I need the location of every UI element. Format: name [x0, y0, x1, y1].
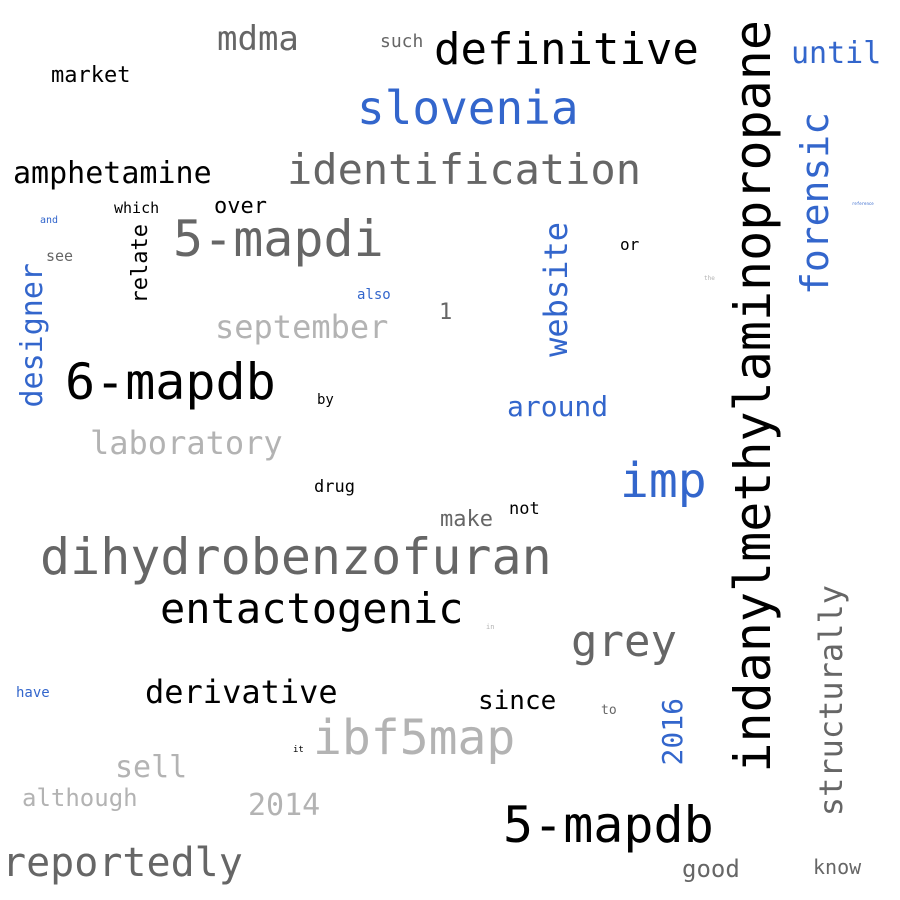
word-it: it [293, 745, 304, 755]
word-website: website [537, 222, 575, 357]
word-see: see [46, 247, 74, 265]
word-by: by [317, 392, 334, 408]
word-reference: reference [852, 201, 874, 206]
word-to: to [601, 703, 617, 718]
word-2014: 2014 [248, 788, 321, 823]
word-laboratory: laboratory [90, 424, 283, 462]
word-grey: grey [571, 616, 677, 667]
word-also: also [357, 287, 391, 303]
word-know: know [813, 855, 862, 879]
word-over: over [214, 194, 267, 219]
word-5-mapdb: 5-mapdb [503, 796, 714, 854]
word-not: not [509, 499, 540, 519]
word-6-mapdb: 6-mapdb [65, 353, 276, 411]
word-imp: imp [620, 453, 707, 509]
word-1: 1 [439, 300, 453, 325]
word-slovenia: slovenia [357, 81, 579, 135]
word-definitive: definitive [434, 24, 699, 75]
word-ibf5map: ibf5map [313, 710, 516, 766]
word-indanylmethylaminopropane: indanylmethylaminopropane [724, 20, 782, 773]
word-such: such [380, 31, 424, 52]
word-or: or [620, 235, 640, 254]
word-derivative: derivative [145, 673, 338, 711]
word-since: since [478, 686, 557, 716]
word-designer: designer [15, 263, 50, 408]
word-in: in [486, 623, 495, 631]
word-the: the [704, 275, 715, 282]
word-sell: sell [115, 750, 188, 785]
word-relate: relate [128, 224, 153, 304]
word-dihydrobenzofuran: dihydrobenzofuran [40, 528, 552, 586]
word-good: good [682, 855, 740, 883]
word-although: although [22, 784, 138, 812]
word-reportedly: reportedly [2, 840, 243, 886]
word-amphetamine: amphetamine [13, 156, 212, 191]
word-and: and [40, 215, 59, 226]
word-have: have [16, 685, 50, 701]
word-market: market [51, 63, 131, 88]
word-entactogenic: entactogenic [160, 584, 464, 633]
word-until: until [791, 36, 882, 71]
word-drug: drug [314, 477, 355, 497]
word-september: september [215, 308, 389, 346]
word-structurally: structurally [812, 585, 850, 817]
word-5-mapdi: 5-mapdi [173, 210, 384, 268]
word-2016: 2016 [656, 698, 689, 766]
word-forensic: forensic [793, 112, 837, 296]
word-identification: identification [287, 145, 642, 194]
word-around: around [507, 390, 609, 423]
word-which: which [114, 199, 160, 217]
word-make: make [440, 507, 493, 532]
word-mdma: mdma [217, 19, 299, 59]
